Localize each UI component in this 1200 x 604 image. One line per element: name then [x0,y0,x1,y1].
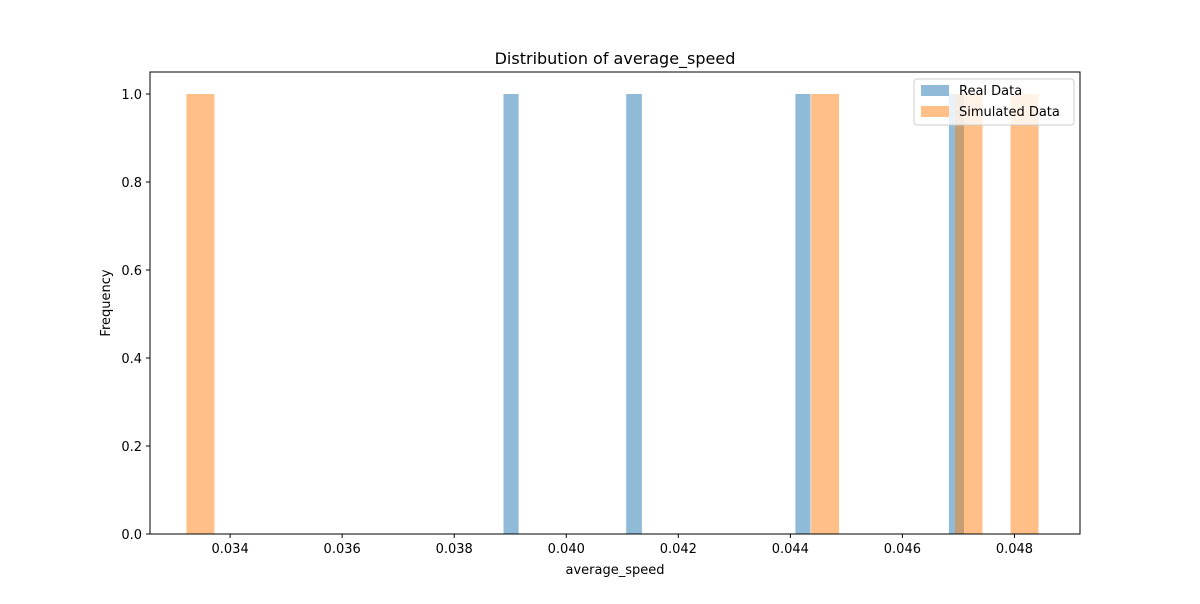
plot-frame [149,71,1081,535]
x-axis-label: average_speed [566,563,665,578]
bars-layer [186,94,1039,534]
x-tick-label-1: 0.036 [324,542,361,557]
y-tick-label-0: 0.0 [121,528,142,543]
x-tick-label-3: 0.040 [548,542,585,557]
legend-frame [913,78,1075,126]
chart-title: Distribution of average_speed [495,49,736,69]
x-tick-label-2: 0.038 [436,542,473,557]
bar-real-data-0 [503,94,519,534]
bar-simulated-data-0 [186,94,215,534]
x-tick-label-7: 0.048 [996,542,1033,557]
y-axis-label: Frequency [99,269,114,336]
bar-real-data-1 [626,94,642,534]
x-tick-label-5: 0.044 [772,542,809,557]
x-tick-label-4: 0.042 [660,542,697,557]
x-tick-label-6: 0.046 [884,542,921,557]
y-tick-label-3: 0.6 [121,264,142,279]
y-tick-label-4: 0.8 [121,176,142,191]
bar-real-data-2 [795,94,811,534]
legend-label-real-data: Real Data [959,84,1022,99]
y-tick-label-5: 1.0 [121,88,142,103]
y-axis: 0.0 0.2 0.4 0.6 0.8 1.0 [121,88,150,543]
bar-simulated-data-1 [811,94,840,534]
x-axis: 0.034 0.036 0.038 0.040 0.042 0.044 0.046 0.048 [212,534,1033,557]
legend: Real Data Simulated Data [913,78,1075,126]
legend-swatch-simulated-data [921,106,949,117]
x-tick-label-0: 0.034 [212,542,249,557]
y-tick-label-2: 0.4 [121,352,142,367]
bar-simulated-data-2 [955,94,983,534]
legend-swatch-real-data [921,85,949,96]
legend-label-simulated-data: Simulated Data [959,105,1060,120]
y-tick-label-1: 0.2 [121,440,142,455]
bar-simulated-data-3 [1010,94,1039,534]
